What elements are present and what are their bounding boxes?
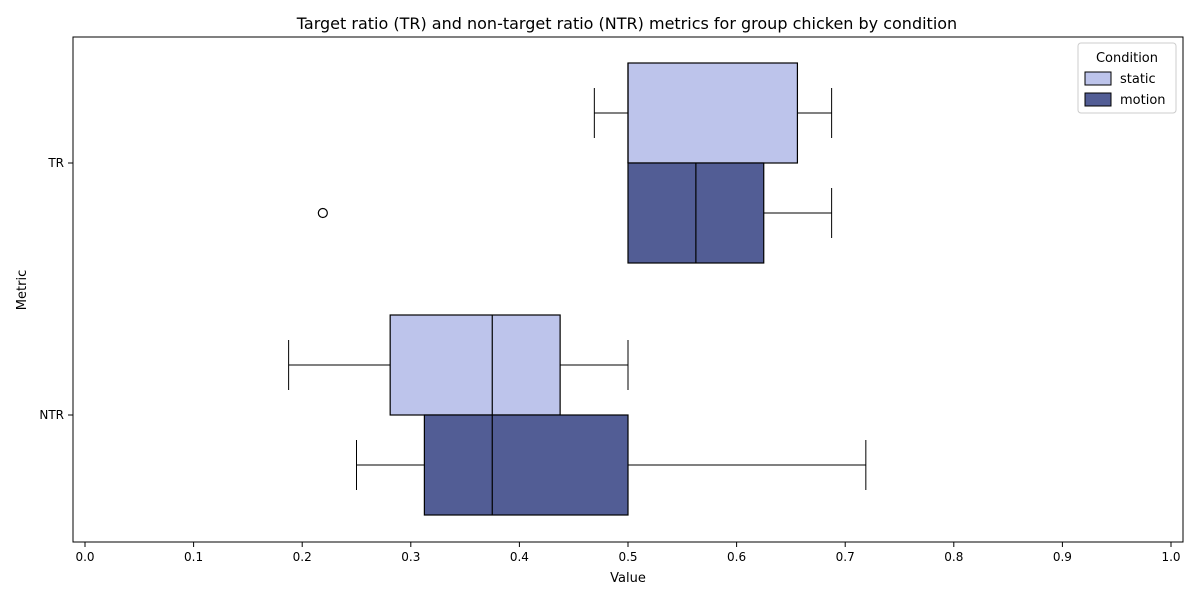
legend-title: Condition — [1096, 51, 1158, 66]
x-tick-label: 0.7 — [836, 550, 855, 564]
box-iqr — [423, 414, 629, 516]
box-static-NTR — [288, 314, 629, 416]
chart-title: Target ratio (TR) and non-target ratio (… — [296, 14, 957, 33]
y-tick-label: NTR — [39, 408, 64, 422]
x-tick-label: 0.3 — [401, 550, 420, 564]
legend-label-motion: motion — [1120, 93, 1166, 108]
x-tick-label: 0.0 — [75, 550, 94, 564]
x-tick-label: 0.5 — [618, 550, 637, 564]
y-axis: TR NTR — [39, 156, 73, 422]
boxes-layer — [288, 62, 867, 516]
y-tick-label: TR — [47, 156, 64, 170]
box-static-TR — [593, 62, 833, 164]
box-motion-TR — [317, 162, 833, 264]
legend-swatch-static — [1084, 71, 1112, 86]
x-axis: 0.0 0.1 0.2 0.3 0.4 0.5 0.6 0.7 0.8 0.9 1.0 — [75, 542, 1181, 564]
x-tick-label: 0.4 — [510, 550, 529, 564]
box-motion-NTR — [356, 414, 867, 516]
x-tick-label: 0.9 — [1053, 550, 1072, 564]
box-iqr — [627, 62, 799, 164]
x-tick-label: 1.0 — [1161, 550, 1180, 564]
outlier-point — [317, 207, 328, 219]
y-axis-label: Metric — [15, 270, 30, 310]
x-tick-label: 0.1 — [184, 550, 203, 564]
legend: Condition static motion — [1077, 42, 1177, 114]
box-iqr — [389, 314, 561, 416]
x-tick-label: 0.8 — [944, 550, 963, 564]
legend-label-static: static — [1120, 72, 1156, 87]
x-axis-label: Value — [610, 571, 646, 586]
x-tick-label: 0.6 — [727, 550, 746, 564]
legend-swatch-motion — [1084, 92, 1112, 107]
x-tick-label: 0.2 — [293, 550, 312, 564]
